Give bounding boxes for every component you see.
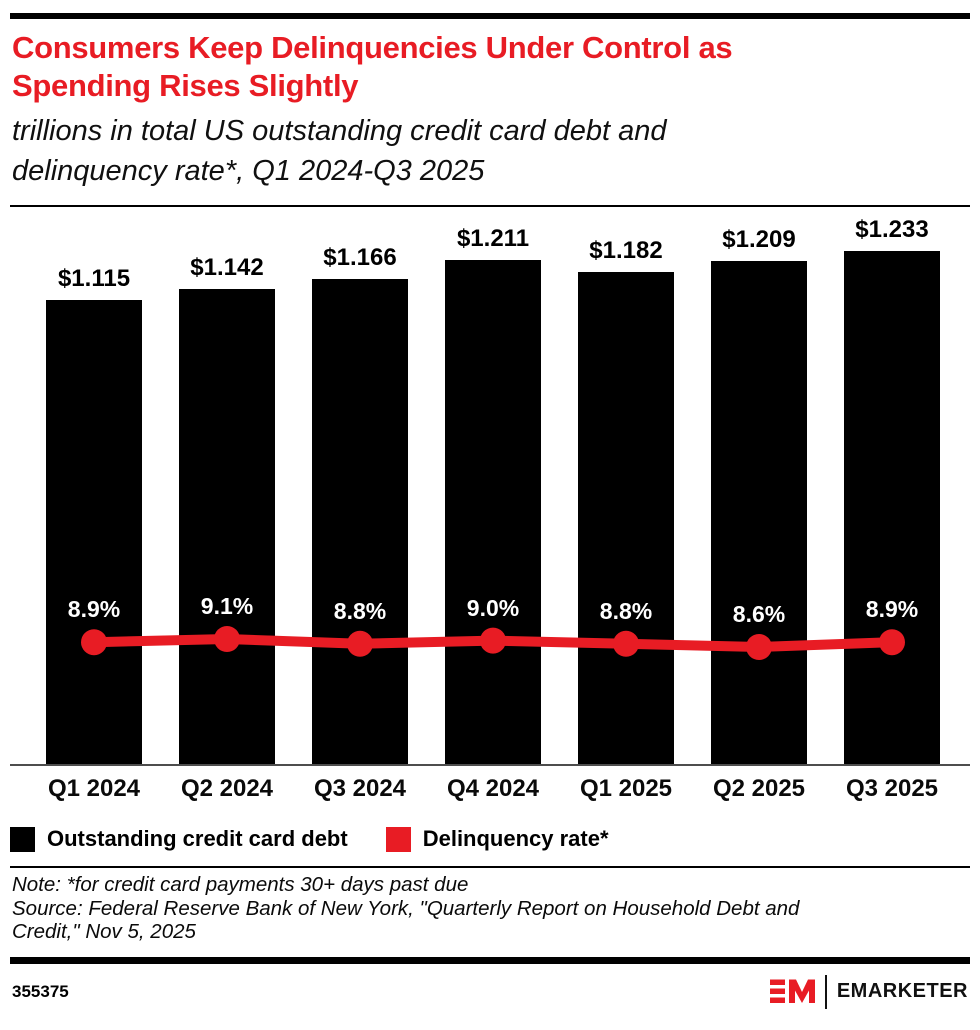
rate-label: 9.0% (466, 594, 520, 621)
source-text: Source: Federal Reserve Bank of New York… (12, 896, 800, 944)
bar-value-label: $1.142 (190, 254, 264, 281)
x-axis-label: Q3 2025 (845, 775, 939, 802)
legend-label: Delinquency rate* (422, 826, 609, 851)
chart-subtitle: trillions in total US outstanding credit… (12, 115, 667, 187)
emarketer-monogram-icon (769, 979, 815, 1003)
chart-title: Consumers Keep Delinquencies Under Contr… (12, 30, 733, 103)
x-axis-label: Q2 2024 (180, 775, 274, 802)
bar-q3-2024 (312, 279, 408, 764)
legend-item-rate: Delinquency rate* (385, 826, 609, 852)
bar-value-label: $1.182 (589, 237, 663, 264)
note-text: Note: *for credit card payments 30+ days… (12, 873, 469, 896)
legend: Outstanding credit card debt Delinquency… (10, 826, 970, 852)
bar-q2-2025 (711, 261, 807, 764)
rate-label: 8.8% (333, 597, 387, 624)
x-axis: Q1 2024 Q2 2024 Q3 2024 Q4 2024 Q1 2025 Q2 20… (10, 766, 970, 810)
bar-q2-2024 (179, 289, 275, 764)
bar-q4-2024 (445, 260, 541, 764)
debt-swatch-icon (10, 826, 35, 852)
bar-q1-2025 (578, 272, 674, 764)
x-axis-label: Q4 2024 (446, 775, 540, 802)
bar-value-label: $1.233 (855, 216, 929, 243)
bar-value-label: $1.166 (323, 244, 397, 271)
legend-label: Outstanding credit card debt (47, 826, 348, 851)
x-axis-label: Q3 2024 (313, 775, 407, 802)
brand-logo: EMARKETER (769, 974, 968, 1009)
legend-item-debt: Outstanding credit card debt (10, 826, 348, 852)
footnote-divider (10, 866, 970, 868)
rate-swatch-icon (385, 826, 411, 852)
x-axis-label: Q1 2024 (47, 775, 141, 802)
rate-label: 8.6% (732, 601, 786, 627)
rate-label: 8.8% (599, 597, 653, 624)
x-axis-label: Q1 2025 (579, 775, 673, 802)
footer: 355375 EMARKETER (12, 974, 968, 1010)
bar-q1-2024 (46, 300, 142, 764)
chart-id: 355375 (12, 981, 69, 1001)
header-divider (10, 205, 970, 207)
rate-label: 8.9% (67, 596, 121, 623)
chart-area: $1.115 8.9% $1.142 9.1% $1.166 8.8% $1.211 9.0%… (10, 213, 970, 766)
bar-q3-2025 (844, 251, 940, 764)
x-axis-label: Q2 2025 (712, 775, 806, 802)
brand-name: EMARKETER (836, 980, 968, 1002)
rate-label: 8.9% (865, 596, 919, 623)
footnote-block: Note: *for credit card payments 30+ days… (12, 873, 968, 944)
bar-value-label: $1.211 (456, 225, 530, 252)
logo-separator (824, 974, 827, 1009)
bar-value-label: $1.115 (57, 265, 131, 292)
footer-rule (10, 956, 970, 964)
bar-value-label: $1.209 (722, 226, 796, 253)
rate-label: 9.1% (200, 593, 254, 619)
top-rule (10, 13, 970, 19)
